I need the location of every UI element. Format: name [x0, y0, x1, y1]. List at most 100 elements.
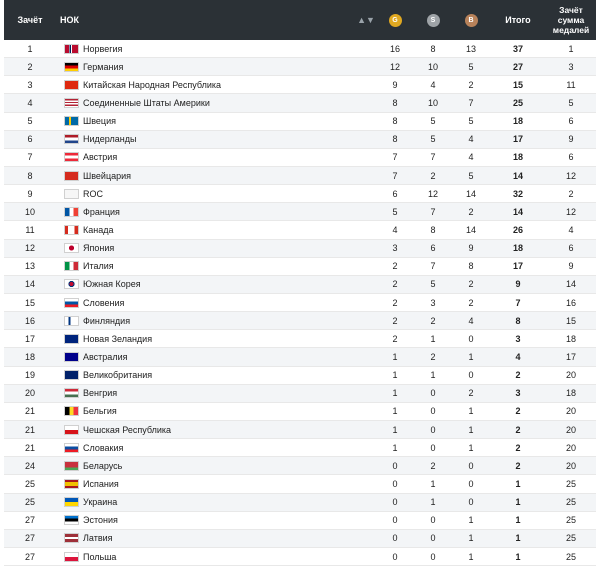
- table-row[interactable]: 19 Великобритания 1 1 0 2 20: [4, 367, 596, 385]
- country-name[interactable]: ROC: [83, 188, 103, 199]
- sum-rank: 25: [565, 497, 576, 508]
- rank-header[interactable]: Зачёт: [17, 15, 43, 25]
- table-row[interactable]: 7 Австрия 7 7 4 18 6: [4, 149, 596, 167]
- table-row[interactable]: 25 Испания 0 1 0 1 25: [4, 475, 596, 494]
- gold-count: 2: [392, 261, 398, 272]
- noc-cell: Польша: [56, 551, 356, 562]
- sum-header[interactable]: Зачёт сумма медалей: [552, 5, 590, 35]
- table-row[interactable]: 27 Латвия 0 0 1 1 25: [4, 529, 596, 548]
- country-name[interactable]: Словакия: [83, 442, 124, 453]
- total-count: 1: [515, 533, 521, 544]
- table-row[interactable]: 9 ROC 6 12 14 32 2: [4, 185, 596, 204]
- table-row[interactable]: 5 Швеция 8 5 5 18 6: [4, 113, 596, 131]
- country-name[interactable]: Китайская Народная Республика: [83, 79, 222, 90]
- table-row[interactable]: 8 Швейцария 7 2 5 14 12: [4, 166, 596, 186]
- flag-icon: [64, 97, 79, 108]
- table-row[interactable]: 2 Германия 12 10 5 27 3: [4, 58, 596, 77]
- country-name[interactable]: Великобритания: [83, 370, 153, 381]
- rank-cell: 2: [27, 61, 33, 72]
- table-row[interactable]: 21 Бельгия 1 0 1 2 20: [4, 403, 596, 421]
- table-row[interactable]: 21 Словакия 1 0 1 2 20: [4, 439, 596, 458]
- table-row[interactable]: 1 Норвегия 16 8 13 37 1: [4, 40, 596, 59]
- sort-icon[interactable]: ▲▼: [357, 15, 375, 25]
- table-row[interactable]: 6 Нидерланды 8 5 4 17 9: [4, 130, 596, 149]
- sum-rank: 20: [565, 406, 576, 417]
- country-name[interactable]: Норвегия: [83, 43, 123, 54]
- country-name[interactable]: Чешская Республика: [83, 424, 171, 435]
- country-name[interactable]: Украина: [83, 497, 118, 508]
- country-name[interactable]: Эстония: [83, 515, 118, 526]
- flag-icon: [64, 152, 79, 163]
- country-name[interactable]: Соединенные Штаты Америки: [83, 97, 210, 108]
- rank-cell: 17: [24, 333, 35, 344]
- country-name[interactable]: Латвия: [83, 533, 113, 544]
- sum-rank: 20: [565, 460, 576, 471]
- country-name[interactable]: Австрия: [83, 152, 118, 163]
- country-name[interactable]: Австралия: [83, 351, 128, 362]
- total-count: 14: [512, 170, 523, 181]
- silver-count: 0: [430, 388, 436, 399]
- total-count: 15: [512, 79, 523, 90]
- table-row[interactable]: 24 Беларусь 0 2 0 2 20: [4, 457, 596, 476]
- noc-cell: Чешская Республика: [56, 424, 356, 435]
- country-name[interactable]: Финляндия: [83, 315, 131, 326]
- country-name[interactable]: Венгрия: [83, 388, 118, 399]
- noc-cell: Словения: [56, 297, 356, 308]
- table-row[interactable]: 13 Италия 2 7 8 17 9: [4, 258, 596, 276]
- total-count: 2: [515, 370, 521, 381]
- gold-header[interactable]: G: [376, 13, 414, 27]
- table-row[interactable]: 3 Китайская Народная Республика 9 4 2 15 11: [4, 76, 596, 95]
- country-name[interactable]: Южная Корея: [83, 279, 141, 290]
- country-name[interactable]: Новая Зеландия: [83, 333, 153, 344]
- country-name[interactable]: Польша: [83, 551, 117, 562]
- table-row[interactable]: 16 Финляндия 2 2 4 8 15: [4, 312, 596, 331]
- gold-count: 8: [392, 134, 398, 145]
- silver-count: 2: [430, 315, 436, 326]
- table-row[interactable]: 27 Польша 0 0 1 1 25: [4, 548, 596, 567]
- gold-count: 0: [392, 551, 398, 562]
- table-row[interactable]: 27 Эстония 0 0 1 1 25: [4, 512, 596, 530]
- country-name[interactable]: Словения: [83, 297, 125, 308]
- silver-header[interactable]: S: [414, 13, 452, 27]
- table-row[interactable]: 12 Япония 3 6 9 18 6: [4, 239, 596, 258]
- table-row[interactable]: 25 Украина 0 1 0 1 25: [4, 493, 596, 512]
- rank-cell: 1: [27, 43, 33, 54]
- sum-rank: 2: [568, 188, 574, 199]
- total-header[interactable]: Итого: [505, 15, 531, 25]
- table-row[interactable]: 4 Соединенные Штаты Америки 8 10 7 25 5: [4, 94, 596, 113]
- country-name[interactable]: Бельгия: [83, 406, 117, 417]
- table-row[interactable]: 14 Южная Корея 2 5 2 9 14: [4, 275, 596, 294]
- noc-cell: Бельгия: [56, 406, 356, 417]
- table-row[interactable]: 21 Чешская Республика 1 0 1 2 20: [4, 420, 596, 440]
- country-name[interactable]: Канада: [83, 224, 114, 235]
- noc-cell: Соединенные Штаты Америки: [56, 97, 356, 108]
- country-name[interactable]: Беларусь: [83, 460, 123, 471]
- bronze-header[interactable]: B: [452, 13, 490, 27]
- sum-rank: 6: [568, 116, 574, 127]
- table-row[interactable]: 10 Франция 5 7 2 14 12: [4, 203, 596, 222]
- country-name[interactable]: Нидерланды: [83, 134, 137, 145]
- country-name[interactable]: Франция: [83, 206, 120, 217]
- table-row[interactable]: 15 Словения 2 3 2 7 16: [4, 294, 596, 313]
- country-name[interactable]: Италия: [83, 261, 114, 272]
- gold-count: 1: [392, 351, 398, 362]
- gold-count: 1: [392, 442, 398, 453]
- bronze-count: 8: [468, 261, 474, 272]
- flag-icon: [64, 170, 79, 181]
- table-row[interactable]: 17 Новая Зеландия 2 1 0 3 18: [4, 330, 596, 349]
- table-row[interactable]: 20 Венгрия 1 0 2 3 18: [4, 384, 596, 403]
- noc-cell: Япония: [56, 243, 356, 254]
- rank-cell: 19: [24, 370, 35, 381]
- country-name[interactable]: Германия: [83, 61, 124, 72]
- table-row[interactable]: 18 Австралия 1 2 1 4 17: [4, 348, 596, 367]
- country-name[interactable]: Швеция: [83, 116, 116, 127]
- country-name[interactable]: Испания: [83, 478, 119, 489]
- country-name[interactable]: Швейцария: [83, 170, 132, 181]
- country-name[interactable]: Япония: [83, 243, 115, 254]
- gold-count: 1: [392, 406, 398, 417]
- silver-count: 3: [430, 297, 436, 308]
- noc-header[interactable]: НОК: [60, 15, 79, 25]
- total-count: 26: [512, 224, 523, 235]
- table-row[interactable]: 11 Канада 4 8 14 26 4: [4, 221, 596, 240]
- bronze-count: 5: [468, 170, 474, 181]
